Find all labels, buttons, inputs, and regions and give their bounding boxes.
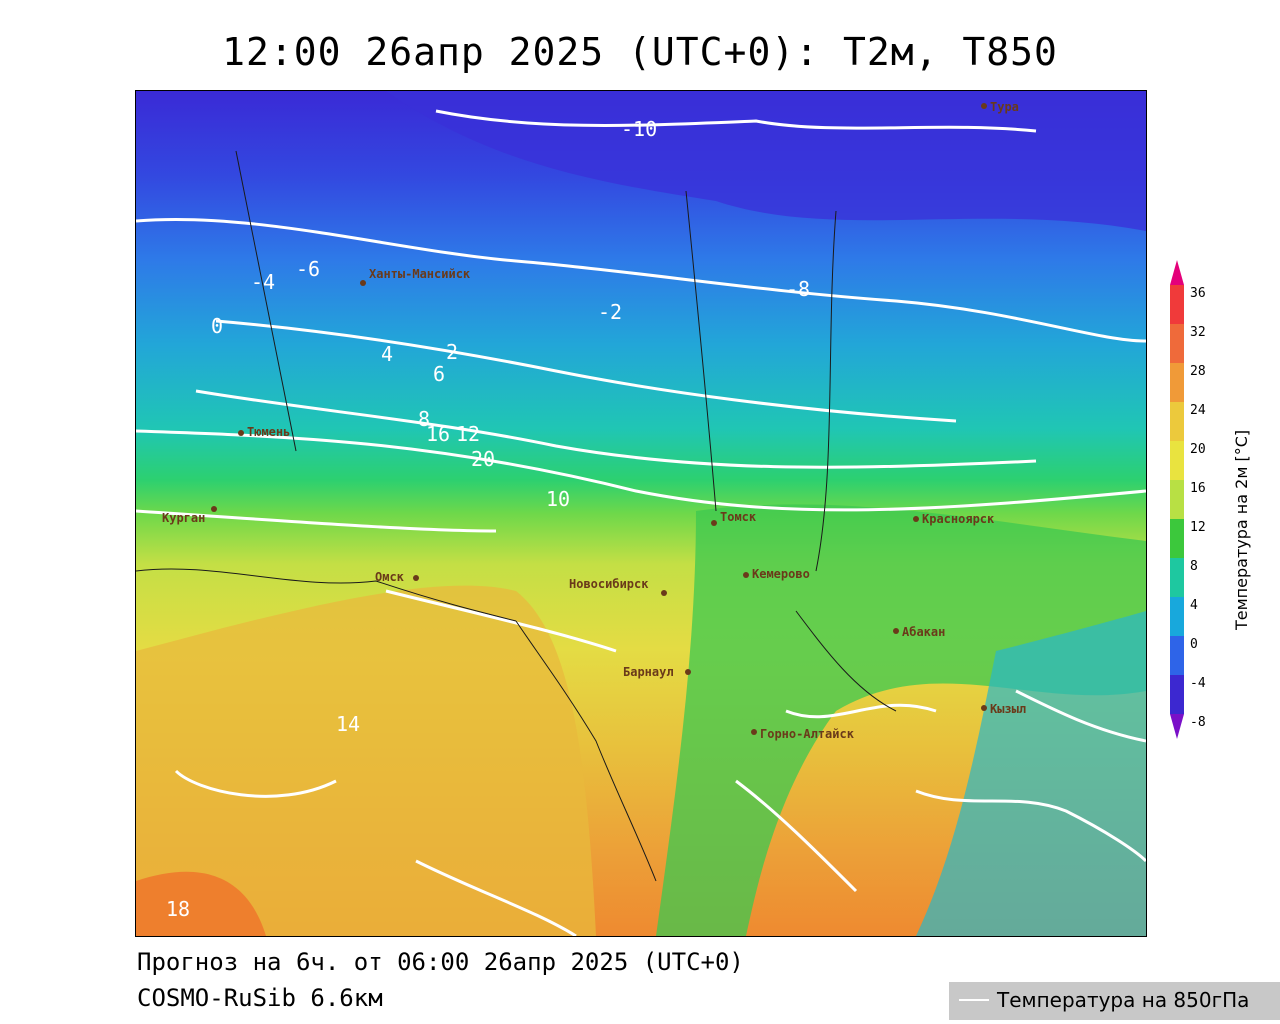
temperature-map: Ханты-Мансийск Тюмень Курган Омск Новоси… <box>135 90 1147 937</box>
svg-text:2: 2 <box>446 340 458 364</box>
colorbar-tick-label: 0 <box>1190 637 1198 652</box>
colorbar-tick-label: 20 <box>1190 442 1206 457</box>
colorbar-min-arrow <box>1170 714 1184 739</box>
city-label: Омск <box>375 570 405 584</box>
city-label: Томск <box>720 510 757 524</box>
colorbar-swatch <box>1170 519 1184 558</box>
svg-text:6: 6 <box>433 362 445 386</box>
colorbar-tick-label: 28 <box>1190 364 1206 379</box>
colorbar-swatch <box>1170 558 1184 597</box>
colorbar-swatch <box>1170 324 1184 363</box>
green-region-east <box>656 504 1146 936</box>
svg-text:8: 8 <box>418 407 430 431</box>
colorbar-tick-label: 36 <box>1190 286 1206 301</box>
legend-line-swatch <box>959 999 989 1001</box>
colorbar-tick-label: -4 <box>1190 676 1206 691</box>
colorbar-tick-label: 4 <box>1190 598 1198 613</box>
city-label: Барнаул <box>623 665 674 679</box>
colorbar-swatches <box>1170 260 1184 739</box>
svg-text:-2: -2 <box>598 300 622 324</box>
colorbar-tick-label: -8 <box>1190 715 1206 730</box>
isotherms-850 <box>136 109 1146 936</box>
svg-text:-4: -4 <box>251 270 275 294</box>
city-label: Тюмень <box>247 425 290 439</box>
colorbar: 36 32 28 24 20 16 12 8 4 0 -4 -8 <box>1170 260 1206 739</box>
colorbar-tick-label: 8 <box>1190 559 1198 574</box>
city-label: Ханты-Мансийск <box>369 267 471 281</box>
city-labels: Ханты-Мансийск Тюмень Курган Омск Новоси… <box>162 100 1026 741</box>
warm-region <box>136 585 596 936</box>
colorbar-max-arrow <box>1170 260 1184 285</box>
svg-text:0: 0 <box>211 314 223 338</box>
svg-text:-8: -8 <box>786 277 810 301</box>
cool-region-southeast <box>916 611 1146 936</box>
svg-text:16: 16 <box>426 422 450 446</box>
svg-text:-10: -10 <box>621 117 657 141</box>
legend-label: Температура на 850гПа <box>997 988 1250 1012</box>
colorbar-swatch <box>1170 285 1184 324</box>
city-label: Тура <box>990 100 1019 114</box>
colorbar-tick-label: 32 <box>1190 325 1206 340</box>
svg-text:18: 18 <box>166 897 190 921</box>
city-label: Новосибирск <box>569 577 649 591</box>
forecast-info: Прогноз на 6ч. от 06:00 26апр 2025 (UTC+… <box>137 948 744 976</box>
city-label: Горно-Алтайск <box>760 727 855 741</box>
colorbar-swatch <box>1170 636 1184 675</box>
city-markers <box>211 103 987 735</box>
admin-borders <box>136 150 897 882</box>
colorbar-swatch <box>1170 675 1184 714</box>
model-info: COSMO-RuSib 6.6км <box>137 984 383 1012</box>
colorbar-tick-label: 24 <box>1190 403 1206 418</box>
colorbar-title: Температура на 2м [°C] <box>1232 429 1251 630</box>
colorbar-swatch <box>1170 597 1184 636</box>
svg-text:20: 20 <box>471 447 495 471</box>
map-title: 12:00 26апр 2025 (UTC+0): T2м, T850 <box>222 30 1058 74</box>
svg-text:10: 10 <box>546 487 570 511</box>
city-label: Кызыл <box>990 702 1026 716</box>
svg-text:-6: -6 <box>296 257 320 281</box>
legend: Температура на 850гПа <box>949 982 1280 1020</box>
colorbar-swatch <box>1170 441 1184 480</box>
colorbar-swatch <box>1170 480 1184 519</box>
colorbar-ticks: 36 32 28 24 20 16 12 8 4 0 -4 -8 <box>1190 286 1206 730</box>
city-label: Абакан <box>902 625 945 639</box>
svg-text:4: 4 <box>381 342 393 366</box>
svg-text:14: 14 <box>336 712 360 736</box>
city-label: Кемерово <box>752 567 810 581</box>
svg-text:12: 12 <box>456 422 480 446</box>
hot-region <box>136 871 266 936</box>
colorbar-tick-label: 12 <box>1190 520 1206 535</box>
colorbar-swatch <box>1170 363 1184 402</box>
city-label: Красноярск <box>922 512 995 526</box>
isotherm-labels: -10 -8 -6 -4 -2 0 2 4 6 8 10 12 14 16 18… <box>166 117 810 921</box>
city-label: Курган <box>162 511 205 525</box>
colorbar-swatch <box>1170 402 1184 441</box>
colorbar-tick-label: 16 <box>1190 481 1206 496</box>
